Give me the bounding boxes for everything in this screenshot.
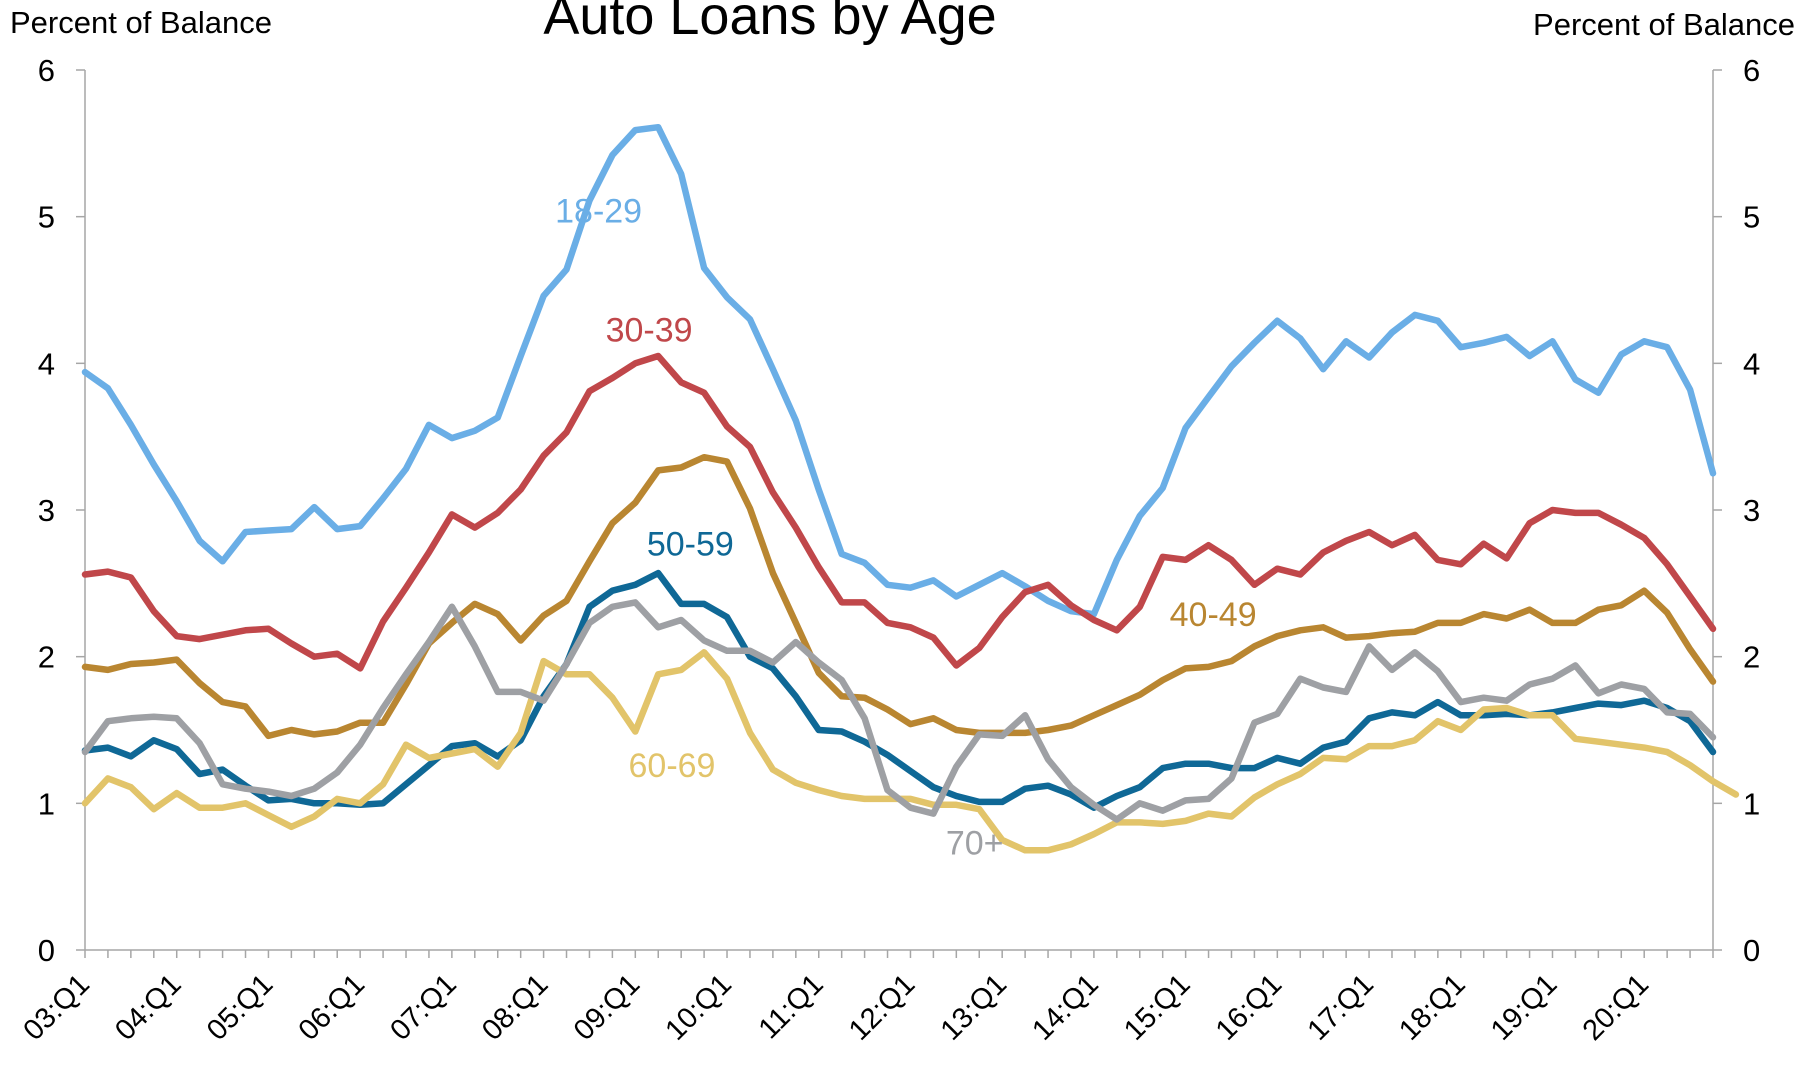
y-tick-label-left: 4 <box>38 346 55 381</box>
x-tick-label: 04:Q1 <box>109 968 187 1046</box>
y-tick-label-left: 3 <box>38 493 55 528</box>
y-tick-label-right: 1 <box>1743 786 1760 821</box>
x-tick-label: 05:Q1 <box>201 968 279 1046</box>
series-line-50-59 <box>81 569 1717 811</box>
x-tick-label: 20:Q1 <box>1577 968 1655 1046</box>
x-tick-label: 09:Q1 <box>568 968 646 1046</box>
y-tick-label-right: 4 <box>1743 346 1760 381</box>
series-line-30-39 <box>81 352 1717 672</box>
series-label-50-59: 50-59 <box>647 525 734 563</box>
x-tick-label: 13:Q1 <box>935 968 1013 1046</box>
y-tick-label-left: 0 <box>38 933 55 968</box>
series-label-60-69: 60-69 <box>629 747 716 785</box>
y-tick-label-right: 2 <box>1743 640 1760 675</box>
x-tick-label: 07:Q1 <box>384 968 462 1046</box>
series-line-40-49 <box>81 453 1717 740</box>
x-tick-labels: 03:Q1 04:Q1 05:Q1 06:Q1 07:Q1 08:Q1 09:Q1 10:Q1… <box>17 968 1655 1046</box>
series-labels: 18-29 30-39 40-49 50-59 60-69 70+ <box>555 193 1256 863</box>
y-tick-label-right: 0 <box>1743 933 1760 968</box>
y-tick-labels: 0 0 1 1 2 2 3 3 4 4 5 5 6 6 <box>38 53 1761 968</box>
series-line-70+ <box>81 599 1717 823</box>
y-axis-title-left: Percent of Balance <box>10 5 272 40</box>
x-tick-label: 17:Q1 <box>1302 968 1380 1046</box>
y-tick-label-right: 5 <box>1743 200 1760 235</box>
x-tick-label: 12:Q1 <box>843 968 921 1046</box>
y-tick-label-left: 5 <box>38 200 55 235</box>
x-tick-label: 18:Q1 <box>1393 968 1471 1046</box>
series-line-18-29 <box>81 123 1717 618</box>
x-tick-label: 16:Q1 <box>1210 968 1288 1046</box>
y-tick-label-right: 3 <box>1743 493 1760 528</box>
x-tick-label: 03:Q1 <box>17 968 95 1046</box>
chart-title: Auto Loans by Age <box>543 0 996 46</box>
x-tick-label: 11:Q1 <box>753 968 830 1045</box>
x-tick-label: 10:Q1 <box>659 968 737 1046</box>
x-tick-label: 14:Q1 <box>1026 968 1104 1046</box>
series-label-30-39: 30-39 <box>606 311 693 349</box>
series-lines <box>81 123 1740 854</box>
y-tick-label-left: 2 <box>38 640 55 675</box>
y-tick-label-right: 6 <box>1743 53 1760 88</box>
series-label-40-49: 40-49 <box>1170 596 1257 634</box>
x-tick-label: 19:Q1 <box>1485 968 1563 1046</box>
y-tick-label-left: 6 <box>38 53 55 88</box>
series-label-18-29: 18-29 <box>555 193 642 231</box>
y-tick-label-left: 1 <box>38 786 55 821</box>
x-tick-label: 06:Q1 <box>293 968 371 1046</box>
x-tick-label: 15:Q1 <box>1118 968 1196 1046</box>
y-axis-title-right: Percent of Balance <box>1533 7 1795 42</box>
series-line-60-69 <box>81 649 1740 854</box>
series-label-70+: 70+ <box>946 825 1004 863</box>
x-tick-label: 08:Q1 <box>476 968 554 1046</box>
